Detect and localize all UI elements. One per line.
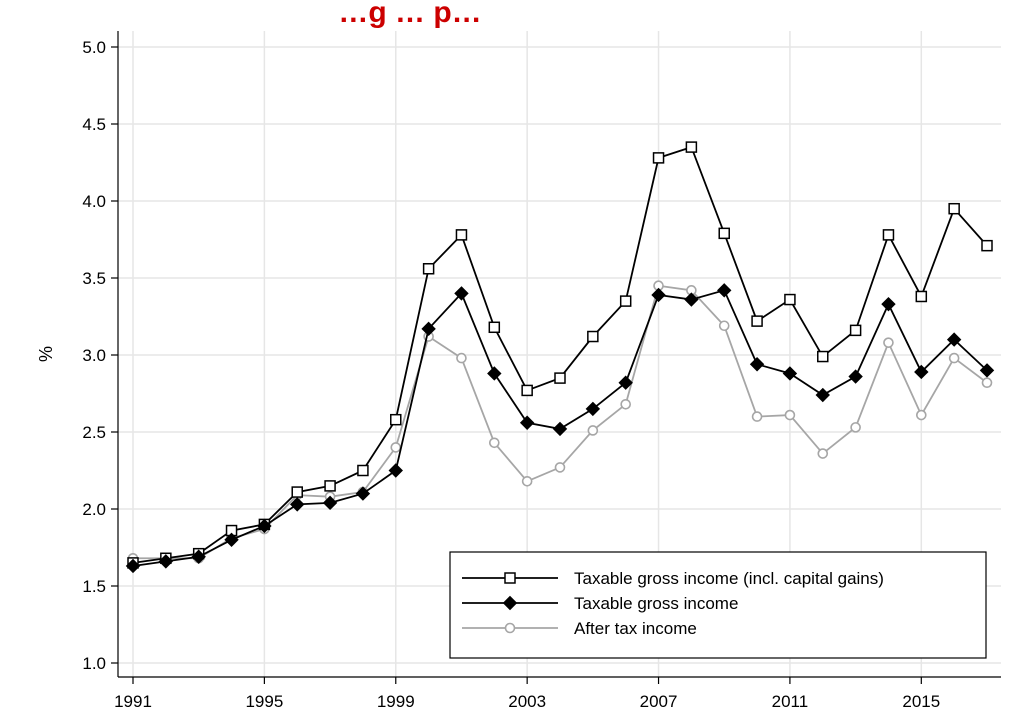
- data-point: [684, 292, 699, 307]
- data-point: [454, 286, 469, 301]
- data-point: [718, 320, 730, 332]
- data-point: [948, 202, 960, 215]
- data-point: [324, 480, 336, 492]
- data-point: [882, 229, 895, 241]
- legend-entry: After tax income: [462, 619, 697, 638]
- data-point: [749, 357, 765, 372]
- x-tick-label: 2015: [902, 692, 940, 711]
- data-point: [456, 352, 467, 364]
- data-point: [979, 363, 995, 378]
- data-point: [946, 332, 962, 347]
- data-point: [784, 293, 796, 306]
- chart-title: …g … p…: [338, 0, 481, 29]
- data-point: [390, 442, 402, 453]
- legend-label: After tax income: [574, 619, 697, 638]
- x-tick-label: 1991: [114, 692, 152, 711]
- data-point: [355, 486, 371, 501]
- legend-marker: [502, 595, 518, 611]
- series-group: [125, 141, 995, 574]
- data-point: [552, 421, 568, 437]
- legend-label: Taxable gross income: [574, 594, 738, 613]
- data-point: [618, 375, 633, 390]
- data-point: [652, 152, 665, 164]
- data-point: [948, 352, 960, 364]
- data-point: [784, 409, 796, 421]
- y-tick-label: 2.5: [82, 423, 106, 442]
- data-point: [620, 398, 631, 410]
- data-point: [422, 263, 435, 275]
- data-point: [455, 229, 468, 241]
- y-tick-label: 2.0: [82, 500, 106, 519]
- data-point: [488, 321, 501, 334]
- data-point: [815, 387, 830, 403]
- data-point: [224, 532, 239, 548]
- data-point: [322, 495, 338, 511]
- legend: Taxable gross income (incl. capital gain…: [449, 551, 987, 659]
- data-point: [685, 141, 698, 153]
- legend-marker: [504, 572, 516, 584]
- data-point: [849, 324, 862, 337]
- data-point: [291, 486, 303, 498]
- data-point: [587, 330, 599, 343]
- data-point: [489, 437, 500, 449]
- legend-box: [449, 551, 987, 659]
- data-point: [421, 321, 436, 337]
- data-point: [981, 377, 993, 389]
- data-point: [914, 364, 929, 380]
- data-point: [158, 554, 174, 569]
- data-point: [585, 401, 601, 417]
- x-tick-label: 2007: [640, 692, 678, 711]
- data-point: [521, 384, 533, 397]
- series-2: [125, 283, 995, 574]
- legend-label: Taxable gross income (incl. capital gain…: [574, 569, 884, 588]
- data-point: [125, 558, 141, 574]
- data-point: [487, 366, 502, 381]
- data-point: [357, 464, 369, 477]
- data-point: [782, 366, 798, 381]
- data-point: [850, 422, 861, 433]
- data-point: [651, 287, 666, 303]
- data-point: [619, 295, 632, 307]
- legend-entry: Taxable gross income: [462, 594, 738, 613]
- data-point: [848, 369, 863, 384]
- data-point: [257, 518, 272, 534]
- data-point: [981, 239, 993, 252]
- data-point: [881, 296, 896, 312]
- y-tick-label: 3.5: [82, 269, 106, 288]
- y-tick-label: 1.0: [82, 654, 106, 673]
- y-axis-title: %: [36, 346, 56, 362]
- legend-entry: Taxable gross income (incl. capital gain…: [462, 569, 884, 588]
- data-point: [191, 549, 206, 564]
- data-point: [290, 497, 305, 512]
- data-point: [751, 411, 763, 422]
- x-tick-label: 2011: [772, 692, 809, 711]
- data-point: [554, 462, 566, 473]
- data-point: [519, 415, 535, 430]
- y-tick-label: 4.0: [82, 192, 106, 211]
- y-tick-label: 4.5: [82, 115, 106, 134]
- x-tick-label: 1999: [377, 692, 415, 711]
- data-point: [554, 372, 566, 384]
- y-tick-label: 1.5: [82, 577, 106, 596]
- data-point: [916, 409, 927, 421]
- data-point: [718, 227, 730, 240]
- data-point: [751, 315, 763, 327]
- y-tick-label: 5.0: [82, 38, 106, 57]
- data-point: [388, 463, 403, 478]
- data-point: [521, 475, 533, 487]
- data-point: [390, 413, 402, 426]
- data-point: [817, 448, 829, 459]
- y-tick-label: 3.0: [82, 346, 106, 365]
- x-tick-label: 2003: [508, 692, 546, 711]
- data-point: [915, 290, 928, 303]
- x-tick-label: 1995: [245, 692, 283, 711]
- data-point: [717, 283, 732, 298]
- legend-marker: [504, 622, 516, 634]
- data-point: [587, 425, 599, 436]
- axes: 1.0 1.5 2.0 2.5 3.0 3.5 4.0 4.5 5.0 1991 1995 1999 2…: [36, 31, 1001, 711]
- data-point: [883, 337, 894, 348]
- data-point: [817, 350, 829, 363]
